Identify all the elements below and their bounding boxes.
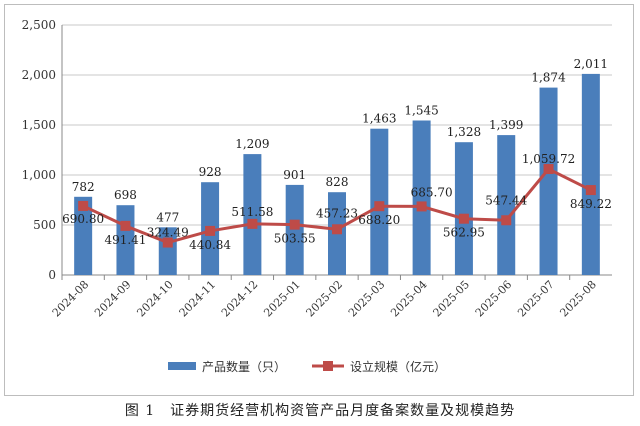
bar-data-label: 828: [326, 175, 349, 189]
x-tick-label: 2025-08: [557, 278, 599, 320]
y-tick-label: 2,500: [22, 18, 56, 32]
x-tick-label: 2024-08: [50, 278, 92, 320]
line-data-label: 849.22: [570, 197, 612, 211]
x-tick-label: 2024-11: [177, 278, 219, 320]
line-marker: [543, 164, 554, 175]
chart-frame: [4, 4, 634, 396]
x-tick-label: 2025-03: [346, 278, 388, 320]
bar-data-label: 1,328: [447, 125, 481, 139]
line-data-label: 457.23: [316, 206, 358, 220]
bar-data-label: 1,463: [362, 112, 396, 126]
line-marker: [374, 201, 385, 212]
x-tick-label: 2024-12: [219, 278, 261, 320]
bar: [285, 184, 304, 275]
bar: [454, 142, 473, 275]
legend-line-marker: [323, 361, 333, 371]
figure-caption: 图 1 证券期货经营机构资管产品月度备案数量及规模趋势: [124, 403, 516, 419]
legend-line-label: 设立规模（亿元）: [350, 359, 446, 374]
line-marker: [205, 225, 216, 236]
line-marker: [332, 224, 342, 235]
line-data-label: 685.70: [411, 185, 453, 199]
bar: [497, 135, 516, 275]
bar-data-label: 782: [72, 180, 95, 194]
bar-data-label: 1,209: [235, 137, 269, 151]
line-marker: [162, 237, 173, 248]
y-tick-label: 1,000: [22, 168, 56, 182]
line-marker: [585, 185, 596, 196]
line-data-label: 503.55: [274, 232, 316, 246]
x-tick-label: 2025-06: [473, 278, 515, 320]
line-marker: [289, 219, 300, 230]
x-tick-label: 2025-02: [304, 278, 346, 320]
line-marker: [247, 218, 258, 229]
line-marker: [120, 220, 131, 231]
x-tick-label: 2024-09: [92, 278, 134, 320]
legend-bar-label: 产品数量（只）: [202, 359, 286, 374]
bar: [539, 87, 558, 275]
legend-bar-swatch: [168, 362, 196, 370]
bar-data-label: 1,545: [404, 104, 438, 118]
line-data-label: 562.95: [443, 226, 485, 240]
bar-data-label: 2,011: [574, 57, 608, 71]
line-data-label: 511.58: [231, 205, 273, 219]
y-tick-label: 500: [33, 218, 56, 232]
line-marker: [416, 201, 427, 212]
x-tick-label: 2024-10: [134, 278, 176, 320]
y-tick-label: 1,500: [22, 118, 56, 132]
x-tick-label: 2025-07: [515, 278, 557, 320]
chart: 0 500 1,000 1,500 2,000 2,500 782 698 477 928 1,20…: [22, 18, 612, 374]
line-data-label: 440.84: [189, 238, 231, 252]
bar-data-label: 901: [283, 168, 306, 182]
y-tick-label: 0: [48, 268, 56, 282]
bar: [74, 196, 93, 275]
line-marker: [78, 200, 89, 211]
x-tick-label: 2025-01: [261, 278, 303, 320]
line-data-label: 690.80: [62, 212, 104, 226]
line-marker: [458, 213, 469, 224]
bar: [581, 73, 600, 276]
bar: [412, 120, 431, 275]
line-marker: [501, 215, 512, 226]
line-data-label: 491.41: [104, 233, 146, 247]
line-data-label: 1,059.72: [522, 152, 575, 166]
bar-data-label: 698: [114, 188, 137, 202]
line-data-label: 324.49: [147, 226, 189, 240]
bar-data-label: 1,874: [531, 71, 566, 85]
bar-data-label: 1,399: [489, 118, 523, 132]
bar: [243, 154, 262, 275]
bar-data-label: 928: [199, 165, 222, 179]
y-tick-label: 2,000: [22, 68, 56, 82]
x-tick-label: 2025-04: [388, 278, 430, 320]
x-tick-label: 2025-05: [431, 278, 473, 320]
bar-data-label: 477: [156, 210, 179, 224]
line-data-label: 547.44: [485, 193, 527, 207]
line-data-label: 688.20: [358, 213, 400, 227]
